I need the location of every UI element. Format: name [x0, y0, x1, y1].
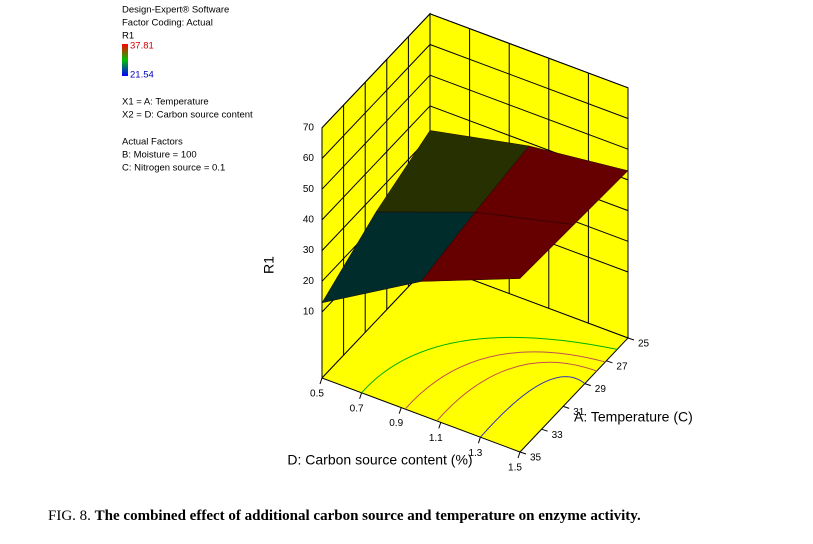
x-tick [477, 437, 481, 444]
color-high: 37.81 [130, 41, 154, 52]
y-tick [541, 428, 548, 432]
x-tick [438, 422, 442, 429]
z-tick-label: 30 [303, 245, 315, 256]
color-low: 21.54 [130, 70, 154, 81]
y-axis-title: A: Temperature (C) [574, 409, 693, 425]
x-tick-label: 1.5 [508, 463, 522, 474]
actual-factors-title: Actual Factors [122, 137, 183, 148]
x-tick [359, 392, 363, 399]
actual-factor: C: Nitrogen source = 0.1 [122, 163, 225, 174]
z-axis-title: R1 [261, 256, 277, 274]
x-tick-label: 1.1 [429, 433, 443, 444]
y-tick [563, 405, 570, 409]
y-tick [606, 360, 613, 364]
caption-text: The combined effect of additional carbon… [94, 508, 641, 524]
y-tick [584, 383, 591, 387]
y-tick-label: 29 [595, 384, 607, 395]
y-tick [627, 337, 635, 341]
coding: Factor Coding: Actual [122, 18, 213, 29]
software: Design-Expert® Software [122, 5, 229, 16]
x-axis-title: D: Carbon source content (%) [287, 452, 472, 468]
color-bar [122, 44, 128, 76]
x-tick-label: 0.5 [310, 389, 324, 400]
floor-contour [480, 376, 586, 438]
x-tick-label: 0.7 [350, 403, 364, 414]
x-tick-label: 1.3 [468, 448, 482, 459]
z-tick-label: 60 [303, 153, 315, 164]
z-tick-label: 40 [303, 215, 315, 226]
z-tick-label: 50 [303, 184, 315, 195]
caption: FIG. 8. The combined effect of additiona… [48, 508, 808, 525]
caption-label: FIG. 8. [48, 508, 91, 524]
y-tick-label: 27 [616, 361, 628, 372]
x-tick [319, 377, 323, 385]
x-tick-label: 0.9 [389, 418, 403, 429]
y-tick-label: 31 [573, 407, 585, 418]
chart: Design-Expert® Software Factor Coding: A… [122, 5, 693, 474]
y-tick-label: 33 [552, 430, 564, 441]
z-tick-label: 20 [303, 276, 315, 287]
z-tick-label: 70 [303, 122, 315, 133]
factor-x2: X2 = D: Carbon source content [122, 110, 253, 121]
z-tick-label: 10 [303, 307, 315, 318]
actual-factor: B: Moisture = 100 [122, 150, 197, 161]
surface-patch [420, 211, 575, 282]
x-tick [398, 407, 402, 414]
x-tick [517, 451, 521, 459]
y-tick-label: 35 [530, 453, 542, 464]
legend-title: R1 [122, 31, 134, 42]
floor-contour [404, 351, 606, 410]
factor-x1: X1 = A: Temperature [122, 97, 209, 108]
y-tick-label: 25 [638, 339, 650, 350]
floor-contour [436, 361, 597, 422]
floor-contour [361, 336, 618, 394]
y-tick [519, 451, 527, 455]
